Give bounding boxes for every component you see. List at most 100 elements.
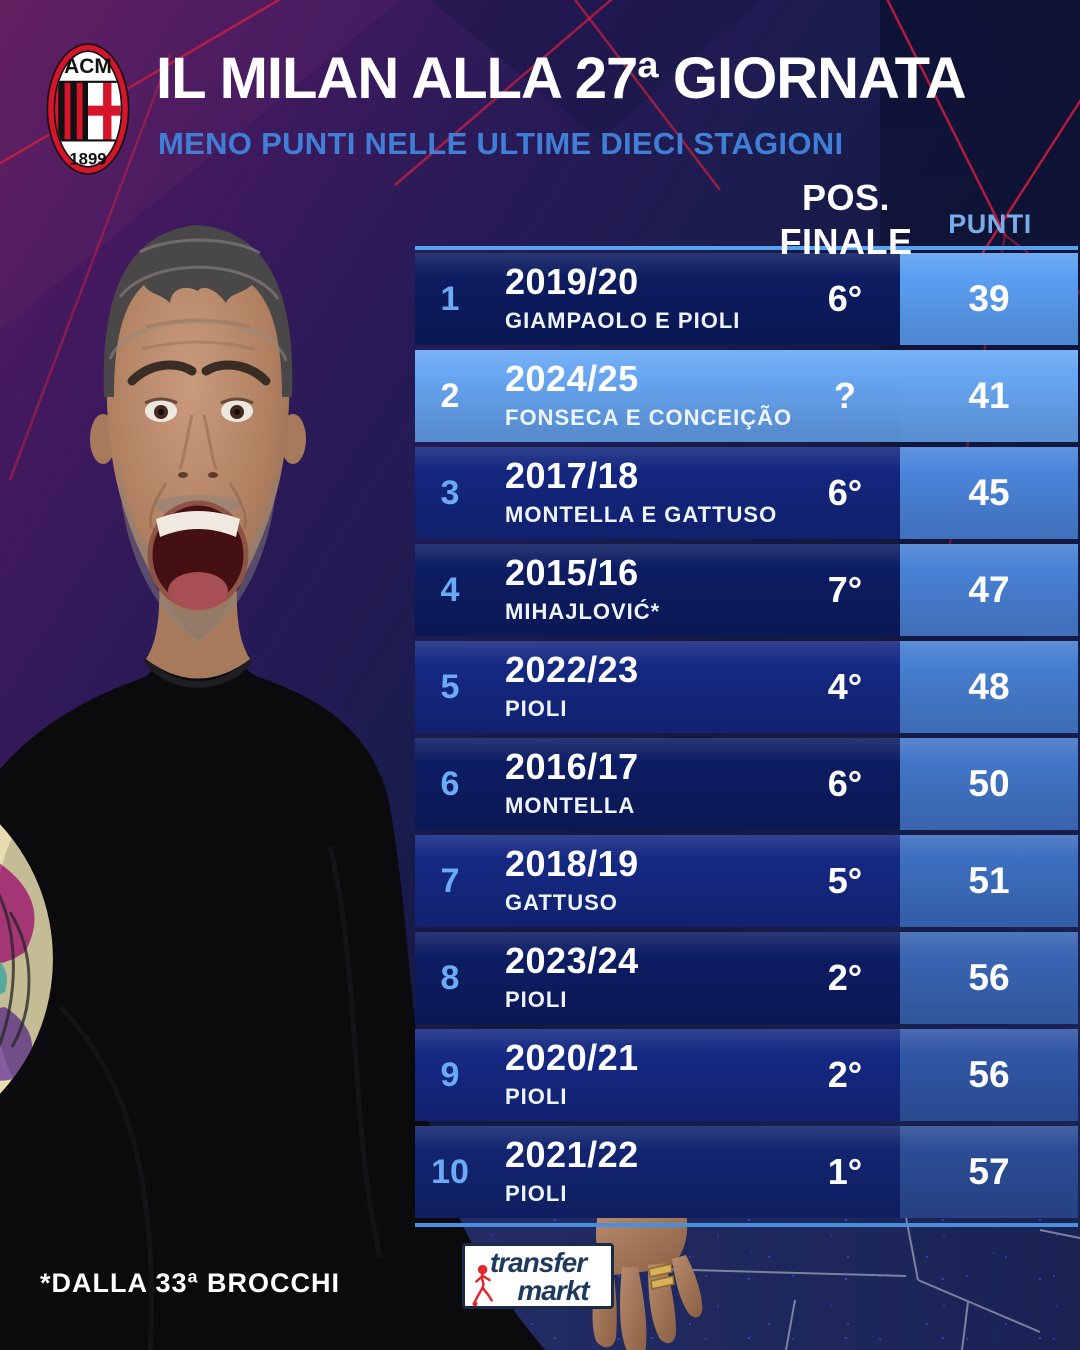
final-position-cell: 6° xyxy=(827,763,863,804)
points-cell: 39 xyxy=(900,253,1078,345)
navy-wedge xyxy=(430,0,760,140)
ac-milan-badge: ACM 1899 xyxy=(46,43,130,175)
table-row-main: 2 2024/25 FONSECA E CONCEIÇÃO ? xyxy=(415,350,900,442)
rank-cell: 2 xyxy=(440,376,460,415)
coach-label: MONTELLA xyxy=(505,792,636,818)
points-cell: 48 xyxy=(900,641,1078,733)
points-cell: 51 xyxy=(900,835,1078,927)
points-cell: 57 xyxy=(900,1126,1078,1218)
final-position-cell: 4° xyxy=(827,666,863,707)
footnote: *DALLA 33ª BROCCHI xyxy=(40,1268,341,1298)
coach-label: PIOLI xyxy=(505,695,568,721)
table-rows: 1 2019/20 GIAMPAOLO E PIOLI 6° 39 2 2024… xyxy=(415,253,1078,1218)
season-info: 2019/20 GIAMPAOLO E PIOLI xyxy=(505,261,790,334)
column-header-pos-line2: FINALE xyxy=(779,220,913,262)
coach-label: MONTELLA E GATTUSO xyxy=(505,501,778,527)
column-header-punti: PUNTI xyxy=(948,209,1032,239)
table-row-main: 6 2016/17 MONTELLA 6° xyxy=(415,738,900,830)
coach-label: GATTUSO xyxy=(505,889,618,915)
table-row: 2 2024/25 FONSECA E CONCEIÇÃO ? 41 xyxy=(415,350,1078,442)
season-info: 2023/24 PIOLI xyxy=(505,940,790,1013)
table-row: 7 2018/19 GATTUSO 5° 51 xyxy=(415,835,1078,927)
rank-cell: 8 xyxy=(440,958,460,997)
season-info: 2018/19 GATTUSO xyxy=(505,843,790,916)
rank-cell: 6 xyxy=(440,764,460,803)
brand-word-bottom: markt xyxy=(517,1275,589,1306)
rank-cell: 10 xyxy=(431,1152,469,1191)
table-row: 6 2016/17 MONTELLA 6° 50 xyxy=(415,738,1078,830)
rank-cell: 9 xyxy=(440,1055,460,1094)
points-cell: 56 xyxy=(900,932,1078,1024)
brand-word-top: transfer xyxy=(489,1247,587,1278)
table-row-main: 8 2023/24 PIOLI 2° xyxy=(415,932,900,1024)
table-row-main: 4 2015/16 MIHAJLOVIĆ* 7° xyxy=(415,544,900,636)
rank-cell: 1 xyxy=(440,279,460,318)
coach-label: PIOLI xyxy=(505,986,568,1012)
page-title: IL MILAN ALLA 27ª GIORNATA xyxy=(156,46,967,111)
column-header-pos-finale: POS. FINALE xyxy=(770,176,922,264)
table-row: 3 2017/18 MONTELLA E GATTUSO 6° 45 xyxy=(415,447,1078,539)
final-position-cell: 2° xyxy=(827,957,863,998)
coach-hand xyxy=(592,1213,703,1350)
transfermarkt-logo: transfer markt xyxy=(462,1243,614,1309)
coach-photo xyxy=(0,225,703,1350)
rank-cell: 5 xyxy=(440,667,460,706)
badge-year: 1899 xyxy=(69,149,106,168)
points-cell: 50 xyxy=(900,738,1078,830)
badge-acronym: ACM xyxy=(64,55,112,78)
table-row: 8 2023/24 PIOLI 2° 56 xyxy=(415,932,1078,1024)
player-icon xyxy=(472,1264,493,1307)
table-row-main: 9 2020/21 PIOLI 2° xyxy=(415,1029,900,1121)
season-label: 2015/16 xyxy=(505,552,639,594)
table-row: 1 2019/20 GIAMPAOLO E PIOLI 6° 39 xyxy=(415,253,1078,345)
final-position-cell: ? xyxy=(834,375,856,416)
column-header-pos-line1: POS. xyxy=(801,177,891,218)
points-cell: 45 xyxy=(900,447,1078,539)
final-position-cell: 2° xyxy=(827,1054,863,1095)
season-label: 2021/22 xyxy=(505,1134,639,1176)
final-position-cell: 5° xyxy=(827,860,863,901)
coach-label: FONSECA E CONCEIÇÃO xyxy=(505,404,793,430)
coach-head xyxy=(90,225,306,679)
final-position-cell: 6° xyxy=(827,472,863,513)
points-cell: 41 xyxy=(900,350,1078,442)
season-info: 2024/25 FONSECA E CONCEIÇÃO xyxy=(505,360,793,431)
final-position-cell: 6° xyxy=(827,278,863,319)
final-position-cell: 1° xyxy=(827,1151,863,1192)
table-bottom-border xyxy=(415,1223,1078,1227)
table-top-border xyxy=(415,246,1078,250)
points-cell: 56 xyxy=(900,1029,1078,1121)
page-subtitle: MENO PUNTI NELLE ULTIME DIECI STAGIONI xyxy=(158,126,844,161)
season-label: 2023/24 xyxy=(505,940,639,982)
coach-label: PIOLI xyxy=(505,1180,568,1206)
coach-body xyxy=(0,655,546,1350)
seasons-table: 1 2019/20 GIAMPAOLO E PIOLI 6° 39 2 2024… xyxy=(415,246,1078,1227)
table-row: 5 2022/23 PIOLI 4° 48 xyxy=(415,641,1078,733)
coach-label: PIOLI xyxy=(505,1083,568,1109)
season-info: 2022/23 PIOLI xyxy=(505,649,790,722)
rank-cell: 7 xyxy=(440,861,460,900)
season-label: 2019/20 xyxy=(505,261,639,303)
season-info: 2020/21 PIOLI xyxy=(505,1037,790,1110)
season-info: 2016/17 MONTELLA xyxy=(505,746,790,819)
coach-label: MIHAJLOVIĆ* xyxy=(505,598,661,624)
season-label: 2022/23 xyxy=(505,649,639,691)
table-row: 4 2015/16 MIHAJLOVIĆ* 7° 47 xyxy=(415,544,1078,636)
table-row-main: 3 2017/18 MONTELLA E GATTUSO 6° xyxy=(415,447,900,539)
season-info: 2015/16 MIHAJLOVIĆ* xyxy=(505,552,790,625)
table-row-main: 7 2018/19 GATTUSO 5° xyxy=(415,835,900,927)
table-row: 9 2020/21 PIOLI 2° 56 xyxy=(415,1029,1078,1121)
season-label: 2018/19 xyxy=(505,843,639,885)
table-row-main: 10 2021/22 PIOLI 1° xyxy=(415,1126,900,1218)
season-info: 2017/18 MONTELLA E GATTUSO xyxy=(505,455,790,528)
season-label: 2020/21 xyxy=(505,1037,639,1079)
table-row: 10 2021/22 PIOLI 1° 57 xyxy=(415,1126,1078,1218)
final-position-cell: 7° xyxy=(827,569,863,610)
season-label: 2017/18 xyxy=(505,455,639,497)
table-row-main: 1 2019/20 GIAMPAOLO E PIOLI 6° xyxy=(415,253,900,345)
floor-lines xyxy=(619,1211,1080,1350)
season-info: 2021/22 PIOLI xyxy=(505,1134,790,1207)
rank-cell: 4 xyxy=(440,570,460,609)
season-label: 2016/17 xyxy=(505,746,639,788)
